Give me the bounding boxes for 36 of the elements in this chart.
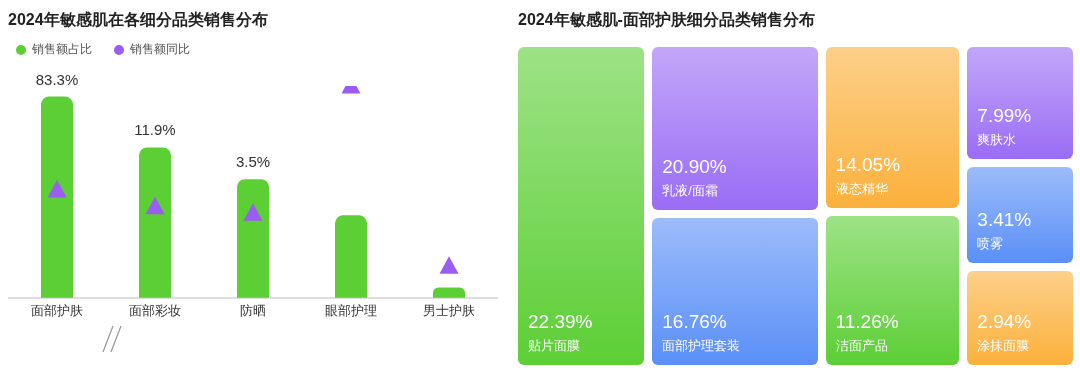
category-label: 面部护理套装: [662, 337, 742, 355]
annotation: 3.5%: [235, 153, 271, 171]
bar: [41, 96, 73, 298]
point: [47, 179, 67, 198]
annotation: 83.3%: [35, 70, 79, 88]
point: [145, 196, 165, 215]
category-label: 液态精华: [835, 180, 889, 199]
x-tick-label: 面部彩妆: [129, 303, 181, 319]
category-label: 乳液/面霜: [662, 181, 719, 200]
bar: [237, 179, 269, 298]
data-label: 22.39%: [528, 311, 594, 333]
data-label: 11.26%: [835, 311, 900, 333]
data-label: 20.90%: [662, 155, 728, 178]
data-label: 16.76%: [662, 311, 728, 333]
category-label: 涂抹面膜: [977, 337, 1031, 355]
data-label: 2.94%: [977, 311, 1033, 333]
data-label: 14.05%: [835, 154, 902, 177]
category-label: 爽肤水: [977, 131, 1018, 150]
x-tick-label: 男士护肤: [423, 303, 475, 319]
text: 2024年敏感肌-面部护肤细分品类销售分布: [518, 10, 816, 30]
chart-title: 2024年敏感肌在各细分品类销售分布: [8, 10, 269, 30]
point: [243, 203, 263, 221]
x-tick-label: 眼部护理: [325, 303, 377, 319]
bar: [433, 287, 465, 298]
bar: [139, 147, 171, 298]
category-label: 喷雾: [977, 235, 1005, 254]
data-label: 3.41%: [977, 209, 1033, 232]
x-tick-label: 面部护肤: [31, 303, 83, 319]
legend-label: 销售额占比: [31, 41, 92, 58]
annotation: 11.9%: [134, 121, 176, 139]
x-tick-label: 防晒: [240, 303, 266, 319]
bar: [335, 215, 367, 298]
category-label: 洁面产品: [835, 337, 889, 355]
data-label: 7.99%: [977, 105, 1033, 128]
category-label: 贴片面膜: [528, 337, 581, 355]
legend-label: 销售额同比: [129, 41, 190, 58]
